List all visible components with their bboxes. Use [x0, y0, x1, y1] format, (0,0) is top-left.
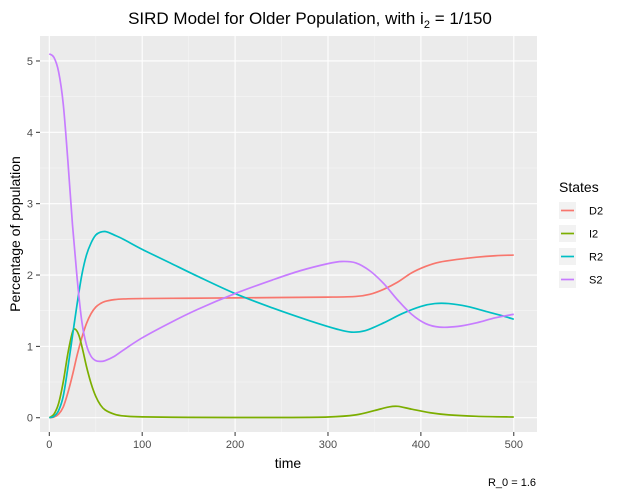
series-lines — [48, 53, 515, 419]
x-tick-label: 400 — [412, 439, 430, 451]
x-tick-label: 300 — [319, 439, 337, 451]
y-tick-label: 1 — [27, 341, 33, 353]
grid-minor — [40, 36, 537, 432]
series-line-d2 — [49, 254, 514, 419]
x-tick-label: 200 — [226, 439, 244, 451]
x-tick-label: 500 — [505, 439, 523, 451]
y-tick-label: 2 — [27, 270, 33, 282]
plot-panel — [40, 36, 537, 432]
legend-label-i2: I2 — [589, 229, 598, 241]
legend-label-s2: S2 — [589, 275, 602, 287]
y-tick-label: 4 — [27, 127, 33, 139]
legend-title: States — [559, 179, 599, 195]
legend-label-r2: R2 — [589, 252, 603, 264]
x-tick-label: 100 — [133, 439, 151, 451]
y-tick-label: 0 — [27, 413, 33, 425]
chart-title: SIRD Model for Older Population, with i2… — [128, 9, 492, 31]
series-line-s2 — [48, 53, 514, 363]
legend: States D2 I2 R2 S2 — [559, 179, 603, 288]
series-line-r2 — [49, 230, 515, 419]
x-axis: 0 100 200 300 400 500 — [46, 432, 523, 451]
y-axis: 0 1 2 3 4 5 — [27, 56, 40, 425]
x-tick-label: 0 — [46, 439, 52, 451]
caption: R_0 = 1.6 — [488, 477, 536, 489]
y-axis-title: Percentage of population — [7, 156, 23, 312]
legend-label-d2: D2 — [589, 206, 603, 218]
y-tick-label: 5 — [27, 56, 33, 68]
x-axis-title: time — [275, 455, 302, 471]
y-tick-label: 3 — [27, 199, 33, 211]
